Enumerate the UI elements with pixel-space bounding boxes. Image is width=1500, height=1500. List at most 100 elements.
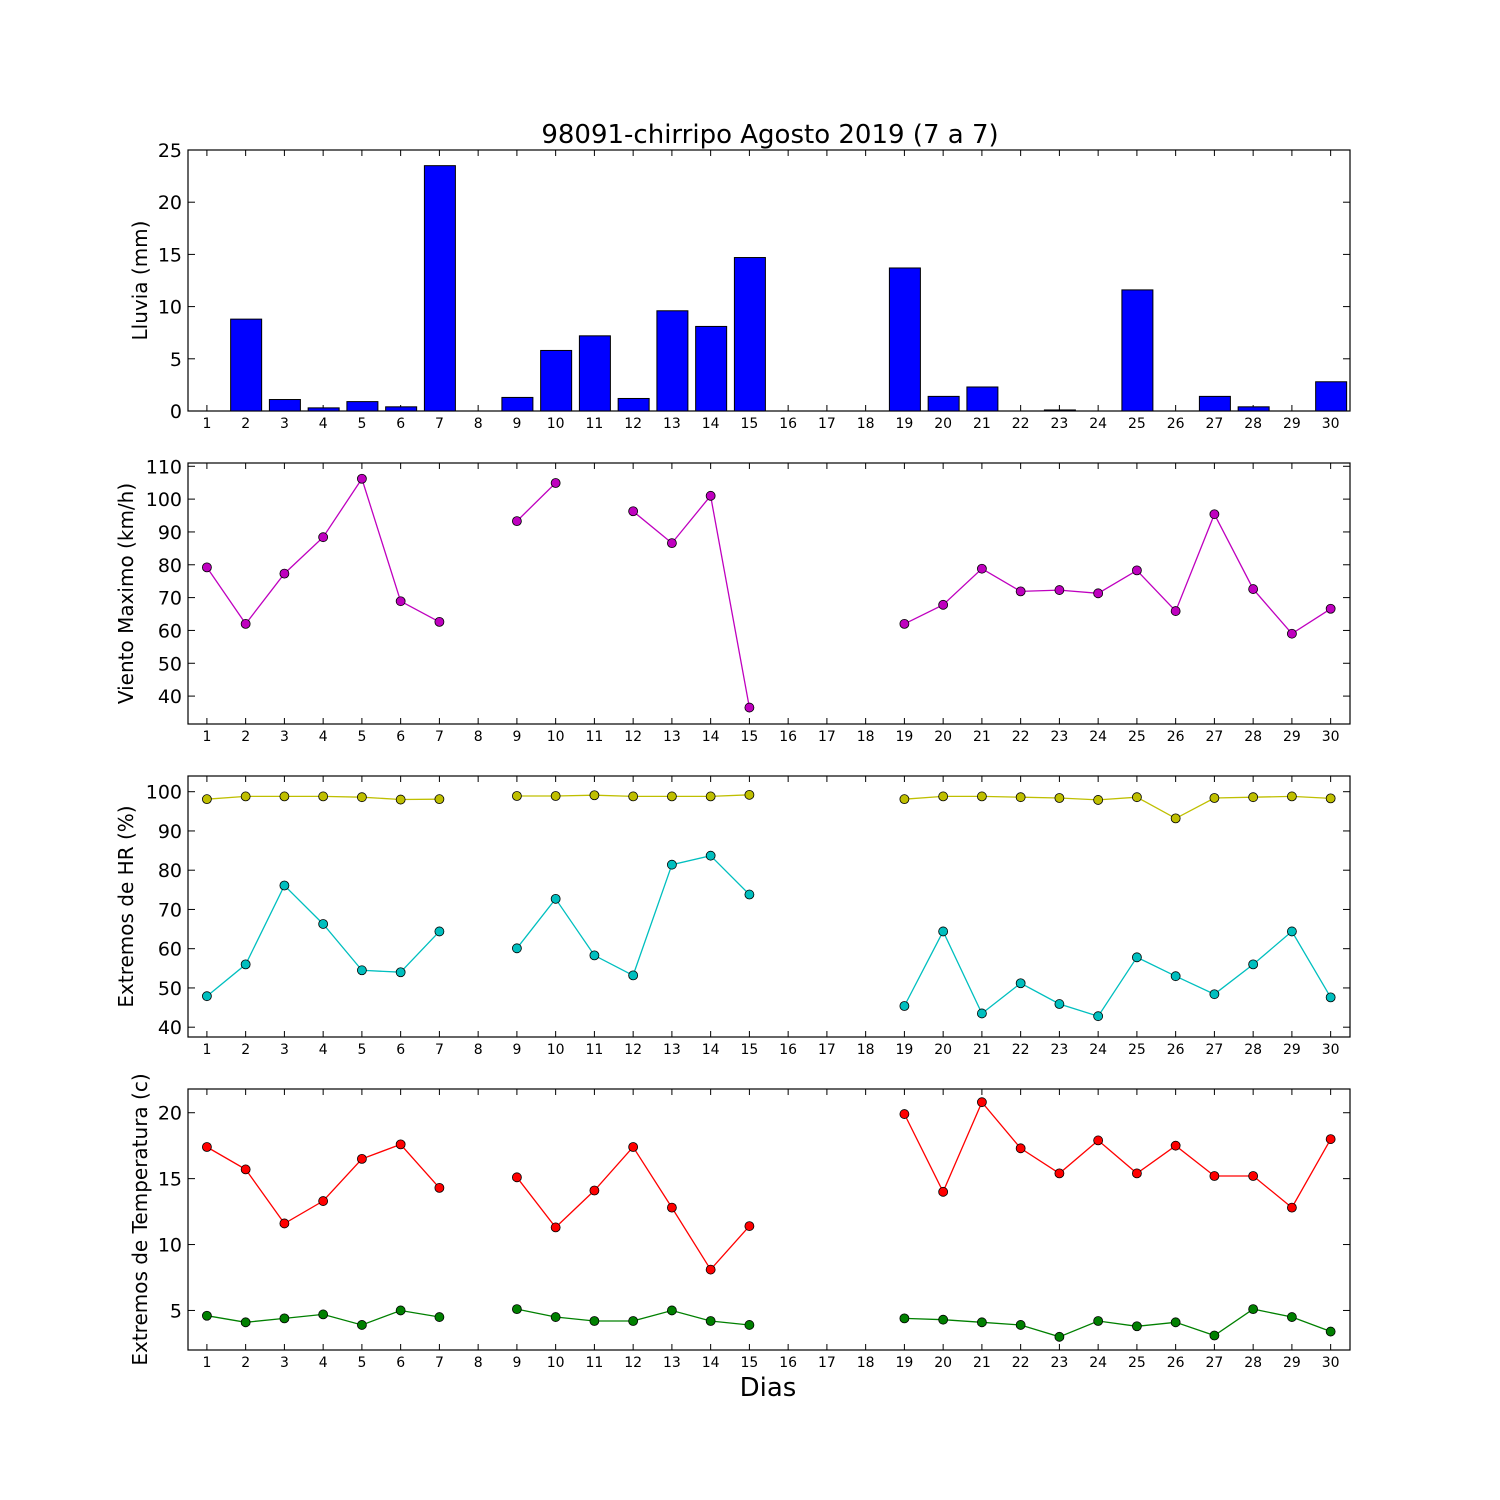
y-axis-label: Extremos de HR (%) bbox=[114, 805, 138, 1007]
x-tick-label: 22 bbox=[1012, 729, 1030, 745]
point-series-1-day-7 bbox=[434, 616, 445, 627]
x-tick-label: 30 bbox=[1322, 729, 1340, 745]
x-tick-label: 21 bbox=[973, 416, 991, 432]
x-tick-label: 3 bbox=[280, 1355, 289, 1371]
point-series-2-day-7 bbox=[434, 1312, 445, 1322]
bar-day-11 bbox=[578, 335, 611, 411]
x-tick-label: 21 bbox=[973, 1355, 991, 1371]
x-tick-label: 3 bbox=[280, 1042, 289, 1058]
point-series-1-day-14 bbox=[705, 490, 716, 501]
point-series-2-day-14 bbox=[705, 850, 716, 861]
x-tick-label: 7 bbox=[435, 1355, 444, 1371]
point-series-1-day-24 bbox=[1093, 588, 1104, 599]
y-tick-label: 100 bbox=[146, 489, 182, 511]
point-series-1-day-20 bbox=[938, 599, 949, 610]
figure-title: 98091-chirripo Agosto 2019 (7 a 7) bbox=[541, 120, 998, 150]
x-tick-label: 19 bbox=[895, 1355, 913, 1371]
x-tick-label: 5 bbox=[357, 1042, 366, 1058]
x-tick-label: 16 bbox=[779, 729, 797, 745]
x-tick-label: 17 bbox=[818, 1355, 836, 1371]
y-tick-label: 60 bbox=[158, 620, 182, 642]
series-line-2 bbox=[206, 854, 1332, 1017]
x-tick-label: 2 bbox=[241, 416, 250, 432]
point-series-1-day-12 bbox=[628, 1142, 639, 1152]
x-tick-label: 24 bbox=[1089, 1355, 1107, 1371]
bar-day-5 bbox=[346, 401, 379, 411]
y-tick-label: 10 bbox=[158, 297, 182, 319]
x-tick-label: 12 bbox=[624, 729, 642, 745]
series-line-1 bbox=[206, 1100, 1332, 1271]
point-series-2-day-15 bbox=[744, 889, 755, 900]
bar-day-4 bbox=[307, 407, 340, 411]
point-series-1-day-20 bbox=[938, 1186, 949, 1197]
point-series-1-day-13 bbox=[667, 791, 677, 802]
y-tick-label: 100 bbox=[146, 782, 182, 804]
point-series-1-day-6 bbox=[395, 1139, 406, 1150]
x-tick-label: 27 bbox=[1205, 416, 1223, 432]
point-series-1-day-29 bbox=[1287, 791, 1297, 802]
series-line-1 bbox=[206, 477, 1332, 708]
x-tick-label: 19 bbox=[895, 416, 913, 432]
point-series-1-day-5 bbox=[356, 1153, 367, 1164]
x-tick-label: 5 bbox=[357, 1355, 366, 1371]
x-tick-label: 2 bbox=[241, 1042, 250, 1058]
x-tick-label: 23 bbox=[1050, 729, 1068, 745]
point-series-1-day-10 bbox=[550, 1222, 561, 1233]
point-series-1-day-29 bbox=[1287, 1202, 1297, 1213]
x-tick-label: 30 bbox=[1322, 1355, 1340, 1371]
point-series-2-day-13 bbox=[667, 859, 677, 870]
x-tick-label: 11 bbox=[585, 1042, 603, 1058]
x-tick-label: 1 bbox=[202, 416, 211, 432]
point-series-2-day-11 bbox=[589, 950, 600, 961]
x-tick-label: 10 bbox=[547, 416, 565, 432]
point-series-1-day-25 bbox=[1132, 792, 1142, 803]
x-tick-label: 26 bbox=[1167, 416, 1185, 432]
point-series-1-day-15 bbox=[744, 1221, 755, 1231]
x-tick-label: 11 bbox=[585, 729, 603, 745]
x-tick-label: 27 bbox=[1205, 729, 1223, 745]
point-series-1-day-19 bbox=[899, 1109, 910, 1119]
point-series-1-day-22 bbox=[1015, 586, 1026, 597]
x-tick-label: 22 bbox=[1012, 416, 1030, 432]
point-series-2-day-30 bbox=[1325, 1326, 1336, 1337]
point-series-2-day-29 bbox=[1287, 1312, 1297, 1322]
bar-day-9 bbox=[501, 396, 534, 411]
point-series-1-day-27 bbox=[1209, 509, 1220, 520]
x-tick-label: 9 bbox=[512, 416, 521, 432]
x-tick-label: 11 bbox=[585, 1355, 603, 1371]
point-series-1-day-21 bbox=[977, 563, 987, 574]
bar-day-15 bbox=[733, 257, 766, 411]
point-series-2-day-24 bbox=[1093, 1011, 1104, 1022]
point-series-1-day-2 bbox=[240, 791, 251, 802]
panel-frame bbox=[187, 149, 1351, 412]
x-tick-label: 6 bbox=[396, 416, 405, 432]
x-tick-label: 7 bbox=[435, 416, 444, 432]
x-tick-label: 16 bbox=[779, 1355, 797, 1371]
point-series-1-day-28 bbox=[1248, 1171, 1259, 1181]
point-series-1-day-10 bbox=[550, 478, 561, 488]
x-tick-label: 12 bbox=[624, 416, 642, 432]
point-series-1-day-25 bbox=[1132, 1168, 1142, 1179]
x-tick-label: 13 bbox=[663, 729, 681, 745]
point-series-2-day-1 bbox=[201, 1310, 212, 1321]
point-series-2-day-30 bbox=[1325, 992, 1336, 1003]
point-series-1-day-23 bbox=[1054, 585, 1065, 595]
y-tick-label: 25 bbox=[158, 140, 182, 162]
point-series-1-day-14 bbox=[705, 791, 716, 802]
x-tick-label: 27 bbox=[1205, 1355, 1223, 1371]
y-tick-label: 40 bbox=[158, 1017, 182, 1039]
x-tick-label: 13 bbox=[663, 1355, 681, 1371]
point-series-2-day-6 bbox=[395, 1305, 406, 1316]
panel-frame bbox=[187, 1088, 1351, 1351]
x-tick-label: 4 bbox=[319, 416, 328, 432]
x-tick-label: 7 bbox=[435, 1042, 444, 1058]
x-tick-label: 20 bbox=[934, 416, 952, 432]
x-tick-label: 19 bbox=[895, 1042, 913, 1058]
x-tick-label: 11 bbox=[585, 416, 603, 432]
x-tick-label: 5 bbox=[357, 729, 366, 745]
bar-day-3 bbox=[268, 399, 301, 411]
x-tick-label: 10 bbox=[547, 729, 565, 745]
y-tick-label: 50 bbox=[158, 653, 182, 675]
